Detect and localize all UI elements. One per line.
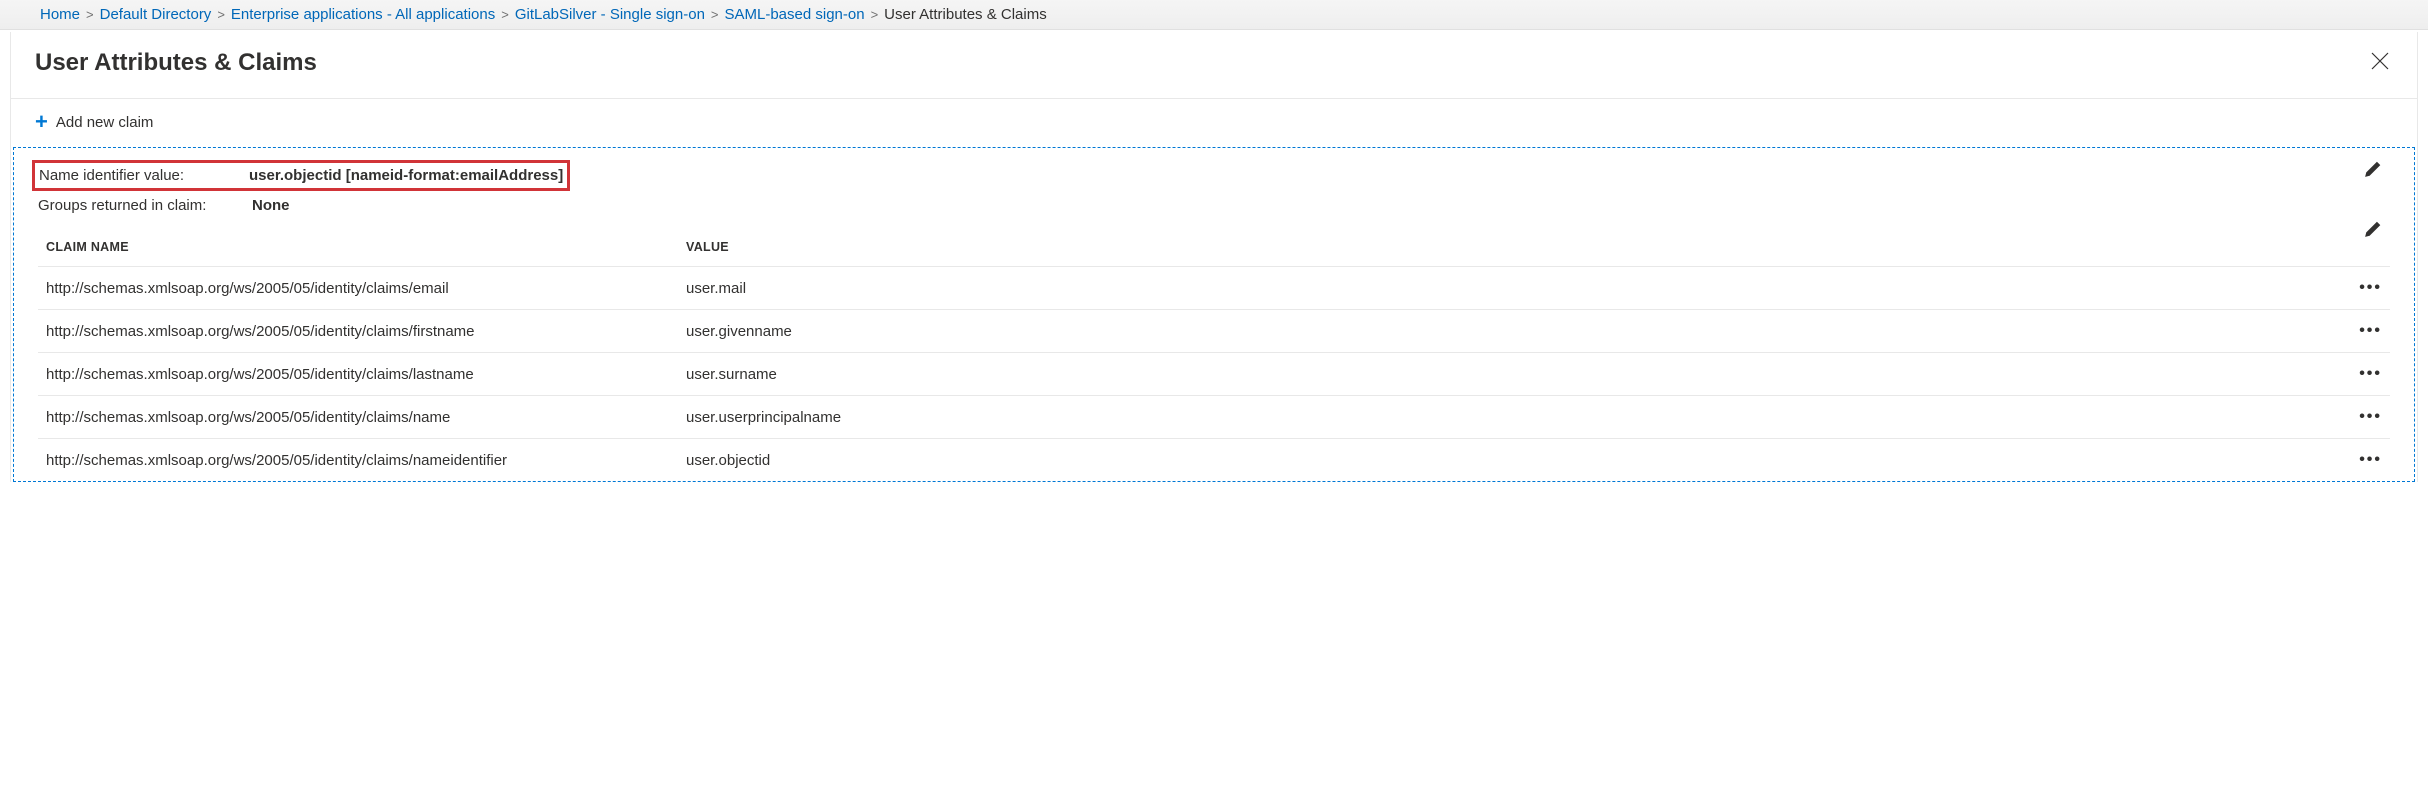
- panel: User Attributes & Claims + Add new claim…: [10, 32, 2418, 482]
- claim-value-cell: user.objectid: [686, 452, 2322, 469]
- groups-claim-label: Groups returned in claim:: [38, 197, 252, 214]
- more-actions-button[interactable]: •••: [2359, 279, 2382, 296]
- breadcrumb-directory[interactable]: Default Directory: [100, 6, 212, 23]
- table-row[interactable]: http://schemas.xmlsoap.org/ws/2005/05/id…: [38, 395, 2390, 438]
- breadcrumb-sep: >: [217, 7, 225, 22]
- edit-name-identifier-button[interactable]: [2364, 160, 2382, 181]
- breadcrumb-sep: >: [871, 7, 879, 22]
- breadcrumb-sep: >: [501, 7, 509, 22]
- groups-claim-info: Groups returned in claim: None: [38, 191, 2330, 220]
- more-actions-button[interactable]: •••: [2359, 451, 2382, 468]
- claim-value-cell: user.surname: [686, 366, 2322, 383]
- breadcrumb-sep: >: [86, 7, 94, 22]
- table-row[interactable]: http://schemas.xmlsoap.org/ws/2005/05/id…: [38, 309, 2390, 352]
- ellipsis-icon: •••: [2359, 365, 2382, 382]
- breadcrumb-enterprise-apps[interactable]: Enterprise applications - All applicatio…: [231, 6, 495, 23]
- claim-name-cell: http://schemas.xmlsoap.org/ws/2005/05/id…: [46, 323, 686, 340]
- breadcrumb-saml[interactable]: SAML-based sign-on: [725, 6, 865, 23]
- ellipsis-icon: •••: [2359, 322, 2382, 339]
- add-new-claim-button[interactable]: + Add new claim: [35, 111, 153, 133]
- more-actions-button[interactable]: •••: [2359, 322, 2382, 339]
- breadcrumb-gitlabsilver[interactable]: GitLabSilver - Single sign-on: [515, 6, 705, 23]
- groups-claim-row: Groups returned in claim: None: [38, 191, 2390, 220]
- claim-name-cell: http://schemas.xmlsoap.org/ws/2005/05/id…: [46, 452, 686, 469]
- header-claim-name: CLAIM NAME: [46, 240, 686, 254]
- panel-header: User Attributes & Claims: [11, 32, 2417, 99]
- claim-value-cell: user.userprincipalname: [686, 409, 2322, 426]
- name-identifier-highlight: Name identifier value: user.objectid [na…: [32, 160, 570, 191]
- name-identifier-label: Name identifier value:: [39, 167, 249, 184]
- plus-icon: +: [35, 111, 48, 133]
- claims-content: Name identifier value: user.objectid [na…: [13, 147, 2415, 482]
- claim-name-cell: http://schemas.xmlsoap.org/ws/2005/05/id…: [46, 280, 686, 297]
- claims-table-header: CLAIM NAME VALUE: [38, 220, 2390, 266]
- breadcrumb-sep: >: [711, 7, 719, 22]
- pencil-icon: [2364, 160, 2382, 178]
- breadcrumb-home[interactable]: Home: [40, 6, 80, 23]
- claim-value-cell: user.givenname: [686, 323, 2322, 340]
- edit-groups-claim-button[interactable]: [2364, 220, 2382, 241]
- ellipsis-icon: •••: [2359, 279, 2382, 296]
- toolbar: + Add new claim: [11, 99, 2417, 147]
- name-identifier-row: Name identifier value: user.objectid [na…: [38, 160, 2390, 191]
- breadcrumb-current: User Attributes & Claims: [884, 6, 1047, 23]
- table-row[interactable]: http://schemas.xmlsoap.org/ws/2005/05/id…: [38, 266, 2390, 309]
- close-button[interactable]: [2367, 46, 2393, 80]
- ellipsis-icon: •••: [2359, 451, 2382, 468]
- claim-value-cell: user.mail: [686, 280, 2322, 297]
- claim-name-cell: http://schemas.xmlsoap.org/ws/2005/05/id…: [46, 409, 686, 426]
- pencil-icon: [2364, 220, 2382, 238]
- more-actions-button[interactable]: •••: [2359, 408, 2382, 425]
- table-row[interactable]: http://schemas.xmlsoap.org/ws/2005/05/id…: [38, 352, 2390, 395]
- claims-table-body: http://schemas.xmlsoap.org/ws/2005/05/id…: [38, 266, 2390, 481]
- breadcrumb: Home > Default Directory > Enterprise ap…: [0, 0, 2428, 30]
- ellipsis-icon: •••: [2359, 408, 2382, 425]
- page-title: User Attributes & Claims: [35, 49, 317, 77]
- header-value: VALUE: [686, 240, 2322, 254]
- claim-name-cell: http://schemas.xmlsoap.org/ws/2005/05/id…: [46, 366, 686, 383]
- name-identifier-value: user.objectid [nameid-format:emailAddres…: [249, 167, 563, 184]
- add-new-claim-label: Add new claim: [56, 114, 154, 131]
- more-actions-button[interactable]: •••: [2359, 365, 2382, 382]
- close-icon: [2371, 52, 2389, 70]
- table-row[interactable]: http://schemas.xmlsoap.org/ws/2005/05/id…: [38, 438, 2390, 481]
- groups-claim-value: None: [252, 197, 290, 214]
